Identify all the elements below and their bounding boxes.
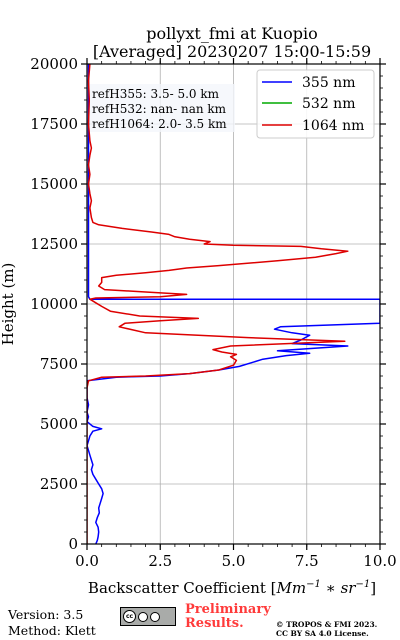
- x-tick-label: 0.0: [75, 552, 99, 570]
- y-tick-label: 12500: [30, 235, 78, 253]
- copyright-notice: © TROPOS & FMI 2023. CC BY SA 4.0 Licens…: [276, 620, 377, 638]
- copyright-line-1: © TROPOS & FMI 2023.: [276, 620, 378, 629]
- ref-note-355: refH355: 3.5- 5.0 km: [92, 87, 220, 101]
- preliminary-line-2: Results.: [185, 616, 244, 631]
- preliminary-line-1: Preliminary: [185, 602, 271, 617]
- chart-title: pollyxt_fmi at Kuopio: [146, 24, 317, 43]
- series-line-1064-nm: [87, 64, 349, 544]
- method-text: Method: Klett: [8, 623, 96, 638]
- ref-notes-background: [90, 84, 235, 132]
- ref-note-532: refH532: nan- nan km: [92, 102, 227, 116]
- x-tick-label: 10.0: [363, 552, 396, 570]
- x-tick-label: 2.5: [148, 552, 172, 570]
- legend-box: [256, 69, 375, 139]
- legend-label-532: 532 nm: [302, 96, 355, 112]
- backscatter-profile-chart: 0.0 2.5 5.0 7.5 10.0 0 2500 5000 7500 10000 12500 1…: [0, 24, 397, 597]
- legend: 355 nm 532 nm 1064 nm: [256, 69, 375, 139]
- x-tick-label: 7.5: [295, 552, 319, 570]
- ticklabel-layer: 0.0 2.5 5.0 7.5 10.0 0 2500 5000 7500 10000 12500 1…: [30, 55, 396, 570]
- y-tick-label: 5000: [40, 415, 78, 433]
- sa-icon: [150, 611, 160, 622]
- y-tick-label: 0: [68, 535, 78, 553]
- by-icon: [138, 611, 148, 622]
- y-tick-label: 10000: [30, 295, 78, 313]
- x-tick-label: 5.0: [222, 552, 246, 570]
- ref-note-1064: refH1064: 2.0- 3.5 km: [92, 117, 227, 131]
- preliminary-notice: Preliminary Results.: [185, 603, 271, 631]
- y-tick-label: 15000: [30, 175, 78, 193]
- chart-subtitle: [Averaged] 20230207 15:00-15:59: [93, 42, 371, 61]
- series-layer: [87, 64, 380, 544]
- legend-label-1064: 1064 nm: [302, 118, 364, 134]
- x-axis-label: Backscatter Coefficient [Mm−1 ∗ sr−1]: [88, 579, 376, 597]
- y-axis-label: Height (m): [0, 263, 17, 346]
- ref-notes: refH355: 3.5- 5.0 km refH532: nan- nan k…: [90, 84, 235, 132]
- y-tick-label: 2500: [40, 475, 78, 493]
- cc-icon: cc: [123, 610, 136, 623]
- y-tick-label: 20000: [30, 55, 78, 73]
- version-text: Version: 3.5: [8, 607, 84, 622]
- tick-layer: [81, 58, 386, 550]
- version-method-info: Version: 3.5 Method: Klett: [8, 607, 96, 639]
- legend-label-355: 355 nm: [302, 75, 355, 91]
- y-tick-label: 7500: [40, 355, 78, 373]
- cc-by-sa-logo: cc: [120, 607, 176, 626]
- y-tick-label: 17500: [30, 115, 78, 133]
- copyright-line-2: CC BY SA 4.0 License.: [276, 629, 369, 638]
